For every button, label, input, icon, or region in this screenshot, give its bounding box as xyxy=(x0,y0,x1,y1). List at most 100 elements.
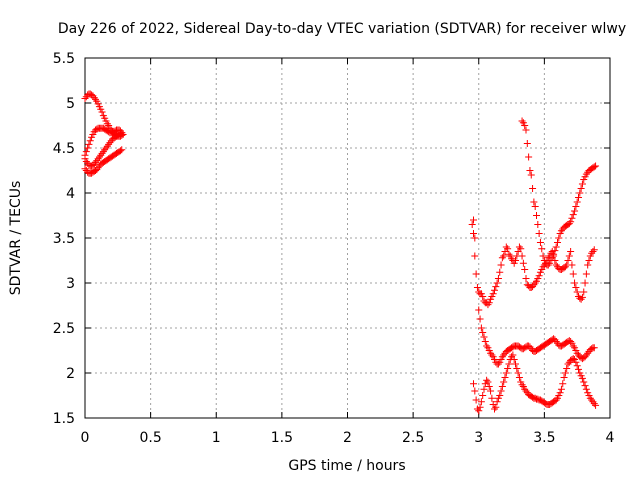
data-point xyxy=(531,203,539,210)
data-point xyxy=(522,275,530,282)
data-point xyxy=(484,378,492,386)
x-tick-label: 0 xyxy=(81,430,90,446)
data-point xyxy=(475,306,483,314)
y-tick-label: 5 xyxy=(66,96,75,112)
data-point xyxy=(572,358,580,366)
data-point xyxy=(89,92,97,100)
data-point xyxy=(93,166,101,174)
data-point xyxy=(552,396,560,404)
data-point xyxy=(573,288,581,296)
data-point xyxy=(485,383,493,390)
data-point xyxy=(473,284,481,291)
series-segment-late-2 xyxy=(475,306,598,368)
data-point xyxy=(561,263,569,271)
data-point xyxy=(491,286,498,294)
data-point xyxy=(539,252,547,260)
data-point xyxy=(557,385,565,393)
data-point xyxy=(510,356,518,363)
data-point xyxy=(98,149,106,157)
data-point xyxy=(539,263,547,271)
data-point xyxy=(592,162,600,170)
data-point xyxy=(475,407,483,415)
data-point xyxy=(580,378,588,386)
x-tick-label: 1 xyxy=(212,430,221,446)
data-point xyxy=(582,170,590,178)
data-point xyxy=(578,293,586,301)
y-tick-label: 5.5 xyxy=(53,51,75,67)
data-point xyxy=(518,252,526,260)
data-point xyxy=(569,342,577,350)
data-point xyxy=(497,387,505,395)
data-point xyxy=(479,392,487,399)
data-point xyxy=(533,212,540,219)
data-point xyxy=(472,270,480,278)
data-point xyxy=(508,255,516,263)
data-point xyxy=(564,360,572,368)
data-point xyxy=(573,362,581,370)
data-point xyxy=(573,349,581,357)
data-point xyxy=(118,129,126,137)
data-point xyxy=(470,380,477,388)
data-point xyxy=(590,163,598,171)
data-point xyxy=(512,257,519,264)
data-point xyxy=(525,153,533,161)
x-tick-label: 4 xyxy=(606,430,615,446)
data-point xyxy=(492,403,500,411)
data-point xyxy=(530,198,538,206)
data-point xyxy=(526,343,534,351)
series-segment-early xyxy=(81,90,127,177)
data-point xyxy=(556,389,564,397)
data-point xyxy=(496,268,504,276)
data-point xyxy=(493,279,501,287)
data-point xyxy=(561,369,569,377)
data-point xyxy=(550,250,558,258)
data-point xyxy=(523,140,531,147)
data-point xyxy=(102,144,110,152)
data-point xyxy=(548,254,556,262)
data-point xyxy=(500,252,508,260)
grid-lines xyxy=(85,58,610,418)
data-point xyxy=(531,279,539,287)
data-point xyxy=(502,243,510,251)
data-point xyxy=(563,365,571,372)
data-point xyxy=(557,227,565,235)
data-point xyxy=(589,398,597,406)
data-point xyxy=(515,243,523,251)
data-point xyxy=(484,301,492,309)
data-point xyxy=(521,122,529,129)
data-point xyxy=(589,248,597,255)
data-point xyxy=(496,392,504,399)
data-point xyxy=(82,148,90,156)
data-point xyxy=(493,398,501,406)
data-point xyxy=(518,117,526,125)
data-point xyxy=(85,140,93,148)
data-point xyxy=(560,374,568,381)
data-point xyxy=(101,146,109,154)
data-point xyxy=(567,248,575,255)
data-point xyxy=(498,383,506,390)
data-point xyxy=(569,270,577,278)
data-point xyxy=(554,239,561,246)
data-point xyxy=(509,351,517,359)
data-point xyxy=(581,353,589,361)
data-point xyxy=(480,385,488,393)
data-point xyxy=(81,95,89,102)
data-point xyxy=(118,146,126,154)
data-point xyxy=(590,400,598,408)
data-point xyxy=(514,369,522,377)
data-point xyxy=(471,252,479,260)
data-point xyxy=(552,243,560,251)
data-point xyxy=(582,270,590,278)
data-point xyxy=(106,139,114,147)
data-point xyxy=(592,401,600,409)
y-axis: 1.5 2 2.5 3 3.5 4 4.5 5 5.5 xyxy=(53,51,610,427)
data-point xyxy=(519,259,527,267)
data-point xyxy=(538,245,546,253)
data-point xyxy=(569,211,577,219)
y-tick-label: 1.5 xyxy=(53,411,75,427)
data-point xyxy=(488,394,496,402)
data-point xyxy=(483,342,491,350)
data-point xyxy=(575,365,582,373)
data-point xyxy=(559,380,567,388)
data-point xyxy=(522,387,530,395)
